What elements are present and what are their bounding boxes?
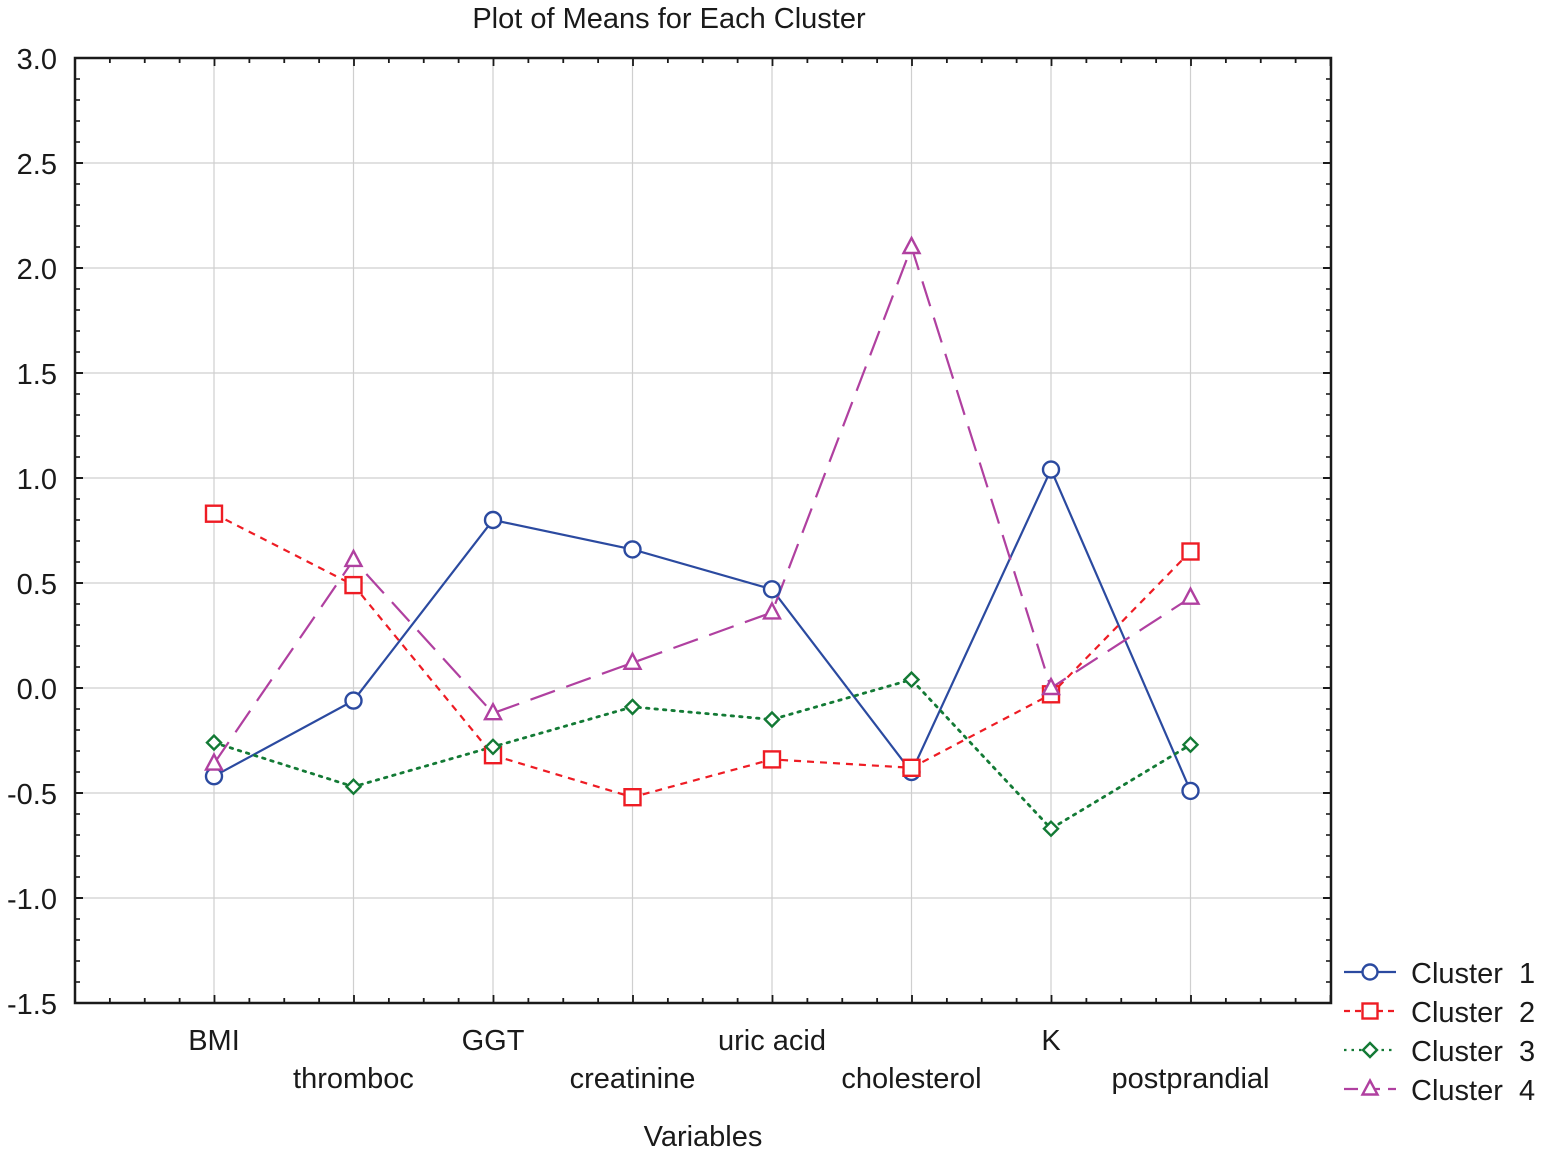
axis-ticks (75, 57, 1332, 1004)
y-tick-label: 0.0 (17, 674, 57, 706)
diamond-marker (1042, 820, 1060, 838)
legend-item: Cluster 1 (1344, 958, 1535, 990)
triangle-marker (1360, 1077, 1380, 1096)
triangle-marker (622, 651, 643, 670)
series-markers (204, 235, 1201, 838)
circle-marker (1181, 781, 1200, 801)
square-marker (902, 758, 921, 777)
legend-label: Cluster 1 (1411, 958, 1535, 990)
chart-title: Plot of Means for Each Cluster (472, 3, 866, 35)
y-tick-label: -1.5 (7, 989, 57, 1021)
diamond-marker (344, 778, 363, 796)
y-tick-label: 1.5 (17, 359, 57, 391)
triangle-marker (901, 235, 922, 255)
diamond-marker (902, 670, 921, 689)
series-line (213, 243, 1192, 765)
triangle-marker (483, 701, 503, 721)
legend-label: Cluster 3 (1411, 1036, 1535, 1068)
y-tick-label: 2.5 (17, 149, 57, 181)
legend-item: Cluster 3 (1344, 1036, 1535, 1068)
triangle-marker (762, 600, 782, 620)
series-lines (212, 243, 1192, 831)
series-line (212, 678, 1192, 831)
triangle-marker (204, 752, 224, 771)
triangle-marker (343, 548, 364, 568)
y-tick-label: 2.0 (17, 254, 57, 286)
legend-item: Cluster 4 (1344, 1075, 1535, 1107)
gridlines (75, 58, 1331, 1003)
square-marker (344, 575, 363, 595)
square-marker (1181, 542, 1200, 561)
legend-label: Cluster 4 (1411, 1075, 1535, 1107)
circle-marker (623, 540, 642, 559)
legend-item: Cluster 2 (1344, 997, 1535, 1029)
legend-label: Cluster 2 (1411, 997, 1535, 1029)
x-category-label: BMI (188, 1025, 240, 1057)
x-category-label: K (1041, 1025, 1061, 1057)
diamond-marker (623, 698, 642, 716)
y-tick-label: 0.5 (17, 569, 57, 601)
square-marker (762, 750, 782, 769)
square-marker (204, 504, 224, 523)
circle-marker (1041, 460, 1061, 479)
y-tick-label: 1.0 (17, 464, 57, 496)
circle-marker (762, 580, 782, 599)
square-marker (1361, 1002, 1379, 1020)
x-axis-title: Variables (644, 1121, 763, 1153)
y-tick-label: 3.0 (17, 44, 57, 76)
plot-area-frame (73, 56, 1333, 1005)
x-axis-category-labels: BMI thromboc GGT creatinine uric acid cholest… (188, 1025, 1269, 1095)
legend: Cluster 1 Cluster 2 Cluster 3 Cluster 4 (1344, 958, 1535, 1107)
diamond-marker (1181, 736, 1200, 754)
diamond-marker (1361, 1041, 1379, 1059)
series-line (213, 512, 1192, 799)
diamond-marker (484, 738, 502, 756)
x-category-label: thromboc (293, 1063, 414, 1095)
diamond-marker (205, 733, 223, 752)
square-marker (623, 788, 642, 807)
x-category-label: GGT (462, 1025, 525, 1057)
series-line (213, 466, 1192, 792)
triangle-marker (1180, 586, 1201, 605)
circle-marker (344, 691, 363, 710)
circle-marker (483, 510, 503, 530)
x-category-label: creatinine (570, 1063, 696, 1095)
x-category-label: cholesterol (841, 1063, 981, 1095)
y-tick-label: -1.0 (7, 884, 57, 916)
x-category-label: uric acid (718, 1025, 826, 1057)
y-axis-tick-labels: 3.0 2.5 2.0 1.5 1.0 0.5 0.0 -0.5 -1.0 -1.5 (7, 44, 57, 1021)
diamond-marker (763, 710, 781, 729)
circle-marker (1361, 963, 1379, 981)
y-tick-label: -0.5 (7, 779, 57, 811)
x-category-label: postprandial (1112, 1063, 1270, 1095)
triangle-marker (1041, 676, 1061, 696)
